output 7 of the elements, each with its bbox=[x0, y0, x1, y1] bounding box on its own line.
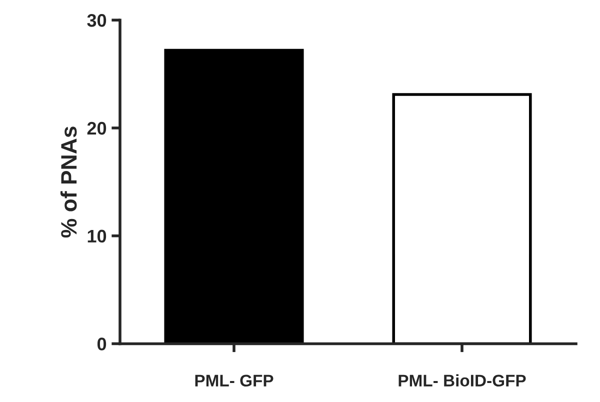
x-tick-label: PML- GFP bbox=[195, 374, 274, 387]
y-tick-label: 20 bbox=[87, 122, 106, 135]
x-tick-label: PML- BioID-GFP bbox=[398, 374, 526, 387]
y-tick-label: 0 bbox=[97, 338, 106, 350]
y-tick-label: 10 bbox=[88, 230, 106, 243]
y-axis-title: % of PNAs bbox=[60, 126, 77, 238]
y-tick-label: 30 bbox=[87, 14, 106, 27]
